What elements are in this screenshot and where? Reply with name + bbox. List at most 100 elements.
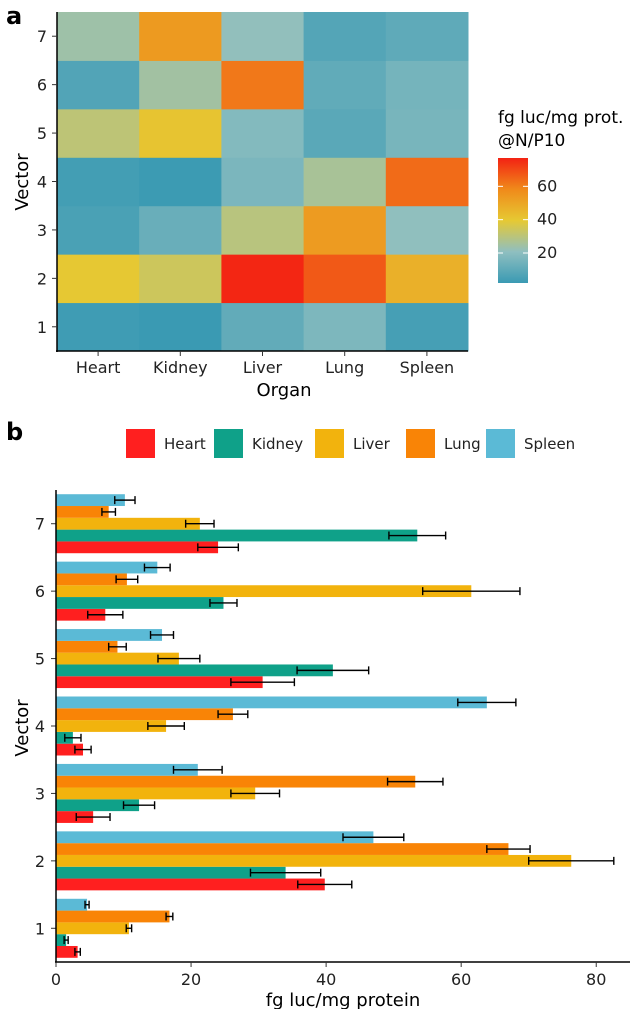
bar-liver-vector-1 <box>56 922 129 935</box>
bar-x-tick-label: 0 <box>51 970 61 989</box>
heatmap-cell-v3-kidney <box>139 205 222 255</box>
heatmap-cell-v2-liver <box>221 254 305 304</box>
heatmap-cell-v5-kidney <box>139 108 222 158</box>
bar-heart-vector-1 <box>56 945 78 958</box>
heatmap-cell-v5-lung <box>303 108 387 158</box>
heatmap-cell-v2-kidney <box>139 254 222 304</box>
heatmap-cell-v6-spleen <box>385 60 469 110</box>
bar-lung-vector-7 <box>56 506 109 518</box>
bar-heart-vector-7 <box>56 541 219 554</box>
bar-liver-vector-4 <box>56 720 167 732</box>
heatmap-y-tick-label: 7 <box>37 27 47 46</box>
heatmap-y-tick-label: 6 <box>37 76 47 95</box>
bar-kidney-vector-2 <box>56 866 286 879</box>
heatmap-cell-v7-lung <box>303 12 387 61</box>
heatmap-x-tick-label: Lung <box>325 358 364 377</box>
legend-label-heart: Heart <box>164 435 206 453</box>
heatmap-y-axis-title: Vector <box>12 153 33 211</box>
heatmap-y-tick-label: 1 <box>37 318 47 337</box>
heatmap-cell-v7-kidney <box>139 12 222 61</box>
bar-marks <box>56 494 615 958</box>
heatmap-cell-v5-liver <box>221 108 305 158</box>
heatmap-cell-v1-lung <box>303 302 387 352</box>
bar-kidney-vector-6 <box>56 597 224 609</box>
heatmap-axes: Heart Kidney Liver Lung Spleen 1 2 3 4 5 6 7 <box>37 12 468 377</box>
colorbar-title-line-1: fg luc/mg prot. <box>498 108 623 128</box>
legend-swatch-liver <box>315 429 344 458</box>
heatmap-x-tick-label: Heart <box>76 358 121 377</box>
colorbar: 20 40 60 <box>498 158 557 283</box>
bar-spleen-vector-5 <box>56 629 163 641</box>
heatmap-x-axis-title: Organ <box>256 380 311 401</box>
bar-heart-vector-5 <box>56 676 263 689</box>
bar-lung-vector-3 <box>56 775 416 788</box>
bar-y-tick-label: 2 <box>35 852 45 871</box>
panel-label-b: b <box>6 418 23 446</box>
colorbar-tick-label: 40 <box>537 210 557 229</box>
bar-x-tick-label: 60 <box>451 970 471 989</box>
bar-liver-vector-7 <box>56 517 200 530</box>
legend-swatch-spleen <box>486 429 515 458</box>
bar-y-axis-title: Vector <box>12 699 33 757</box>
legend-label-kidney: Kidney <box>252 435 303 453</box>
colorbar-tick-label: 20 <box>537 243 557 262</box>
legend-swatch-heart <box>126 429 155 458</box>
heatmap-y-tick-label: 5 <box>37 124 47 143</box>
heatmap-cell-v6-liver <box>221 60 305 110</box>
bar-spleen-vector-6 <box>56 561 158 574</box>
heatmap-cell-v7-liver <box>221 12 305 61</box>
heatmap-cell-v6-lung <box>303 60 387 110</box>
bar-liver-vector-5 <box>56 652 179 665</box>
bar-heart-vector-3 <box>56 811 94 823</box>
legend-swatch-kidney <box>214 429 243 458</box>
panel-label-a: a <box>6 2 22 30</box>
bar-y-tick-label: 4 <box>35 717 45 736</box>
heatmap-cell-v5-heart <box>57 108 140 158</box>
bar-spleen-vector-7 <box>56 494 125 507</box>
bar-y-tick-label: 5 <box>35 650 45 669</box>
heatmap-cell-v1-kidney <box>139 302 222 352</box>
bar-x-tick-label: 40 <box>316 970 336 989</box>
bar-kidney-vector-5 <box>56 664 333 677</box>
bar-x-tick-label: 20 <box>181 970 201 989</box>
heatmap-cell-v7-spleen <box>385 12 469 61</box>
heatmap-cell-v6-heart <box>57 60 140 110</box>
heatmap-cell-v5-spleen <box>385 108 469 158</box>
heatmap-cell-v1-spleen <box>385 302 469 352</box>
heatmap-cell-v1-heart <box>57 302 140 352</box>
bar-lung-vector-6 <box>56 573 127 586</box>
bar-liver-vector-6 <box>56 585 472 598</box>
heatmap-x-tick-label: Liver <box>243 358 283 377</box>
legend-label-spleen: Spleen <box>524 435 575 453</box>
heatmap-cell-v3-heart <box>57 205 140 255</box>
bar-y-tick-label: 7 <box>35 515 45 534</box>
bar-spleen-vector-1 <box>56 898 88 911</box>
bar-x-tick-label: 80 <box>586 970 606 989</box>
bar-spleen-vector-3 <box>56 763 198 776</box>
heatmap-cell-v3-spleen <box>385 205 469 255</box>
heatmap-x-tick-label: Kidney <box>153 358 208 377</box>
bar-x-axis-title: fg luc/mg protein <box>266 990 421 1009</box>
colorbar-gradient <box>498 158 528 283</box>
heatmap-cell-v6-kidney <box>139 60 222 110</box>
heatmap-y-tick-label: 4 <box>37 173 47 192</box>
heatmap-y-tick-label: 2 <box>37 269 47 288</box>
heatmap-cell-v4-kidney <box>139 157 222 207</box>
bar-y-tick-label: 3 <box>35 784 45 803</box>
bar-liver-vector-2 <box>56 854 572 867</box>
bar-chart: Heart Kidney Liver Lung Spleen 1 2 3 4 5 6 7 0 20 40 6… <box>12 429 630 1009</box>
bar-lung-vector-4 <box>56 708 233 721</box>
legend-label-lung: Lung <box>444 435 481 453</box>
bar-spleen-vector-4 <box>56 696 487 709</box>
heatmap-cell-v1-liver <box>221 302 305 352</box>
bar-heart-vector-6 <box>56 608 106 621</box>
heatmap-cell-v4-lung <box>303 157 387 207</box>
bar-kidney-vector-1 <box>56 934 67 946</box>
bar-heart-vector-4 <box>56 743 84 756</box>
heatmap-cell-v7-heart <box>57 12 140 61</box>
bar-lung-vector-5 <box>56 640 118 653</box>
heatmap-cell-v3-liver <box>221 205 305 255</box>
bar-axes: 1 2 3 4 5 6 7 0 20 40 60 80 <box>35 490 630 989</box>
bar-liver-vector-3 <box>56 787 256 800</box>
